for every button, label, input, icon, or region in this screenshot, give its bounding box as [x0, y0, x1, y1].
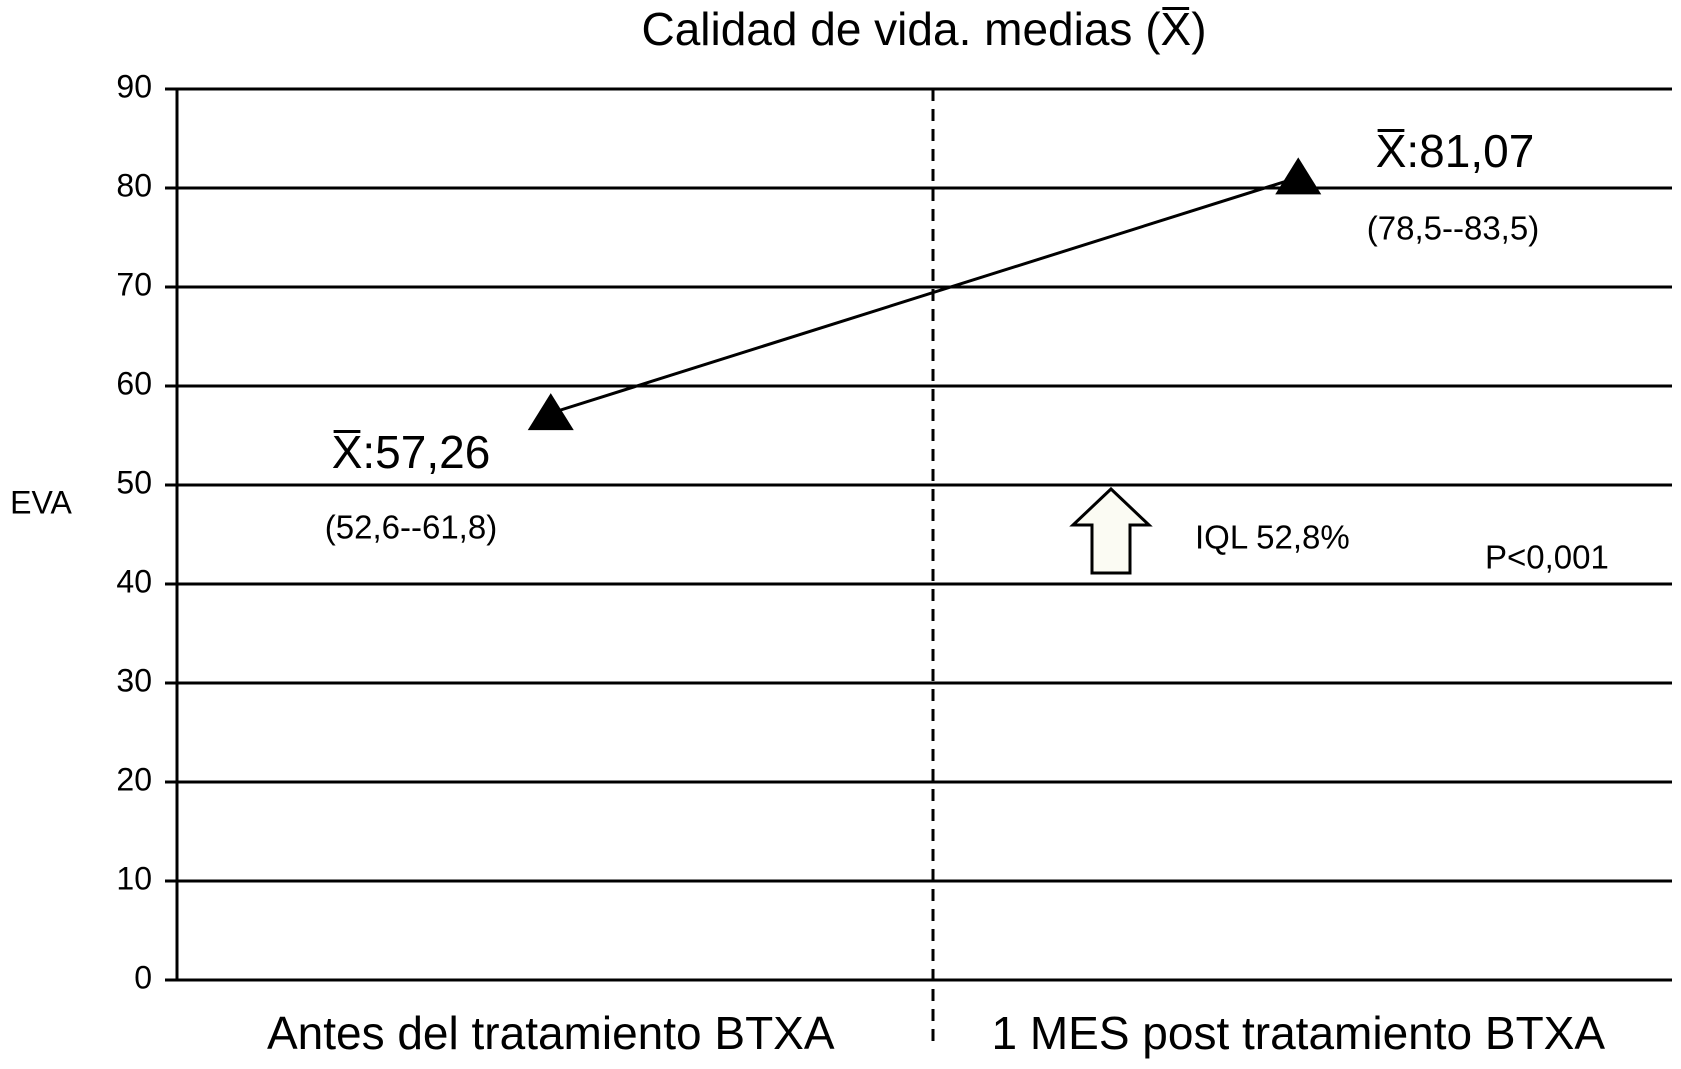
x-tick-label: Antes del tratamiento BTXA	[267, 1007, 835, 1059]
y-tick-label: 40	[116, 563, 152, 599]
y-axis-label: EVA	[10, 484, 72, 520]
interval-label: (78,5--83,5)	[1367, 210, 1539, 247]
y-tick-label: 30	[116, 662, 152, 698]
y-tick-label: 10	[116, 860, 152, 896]
marker	[1275, 157, 1322, 195]
value-label: X̅:57,26	[332, 426, 491, 478]
series-line	[550, 175, 1299, 415]
interval-label: (52,6--61,8)	[325, 509, 497, 546]
marker	[527, 393, 574, 431]
y-tick-label: 0	[134, 959, 152, 995]
annotation: IQL 52,8%	[1195, 519, 1350, 556]
y-tick-label: 90	[116, 68, 152, 104]
chart-title: Calidad de vida. medias (X̅)	[641, 3, 1206, 55]
value-label: X̅:81,07	[1376, 125, 1535, 177]
y-tick-label: 80	[116, 167, 152, 203]
y-tick-label: 20	[116, 761, 152, 797]
x-tick-label: 1 MES post tratamiento BTXA	[991, 1007, 1605, 1059]
increase-arrow	[1069, 486, 1153, 575]
y-tick-label: 60	[116, 365, 152, 401]
annotation: P<0,001	[1485, 539, 1609, 576]
y-tick-label: 50	[116, 464, 152, 500]
y-tick-label: 70	[116, 266, 152, 302]
